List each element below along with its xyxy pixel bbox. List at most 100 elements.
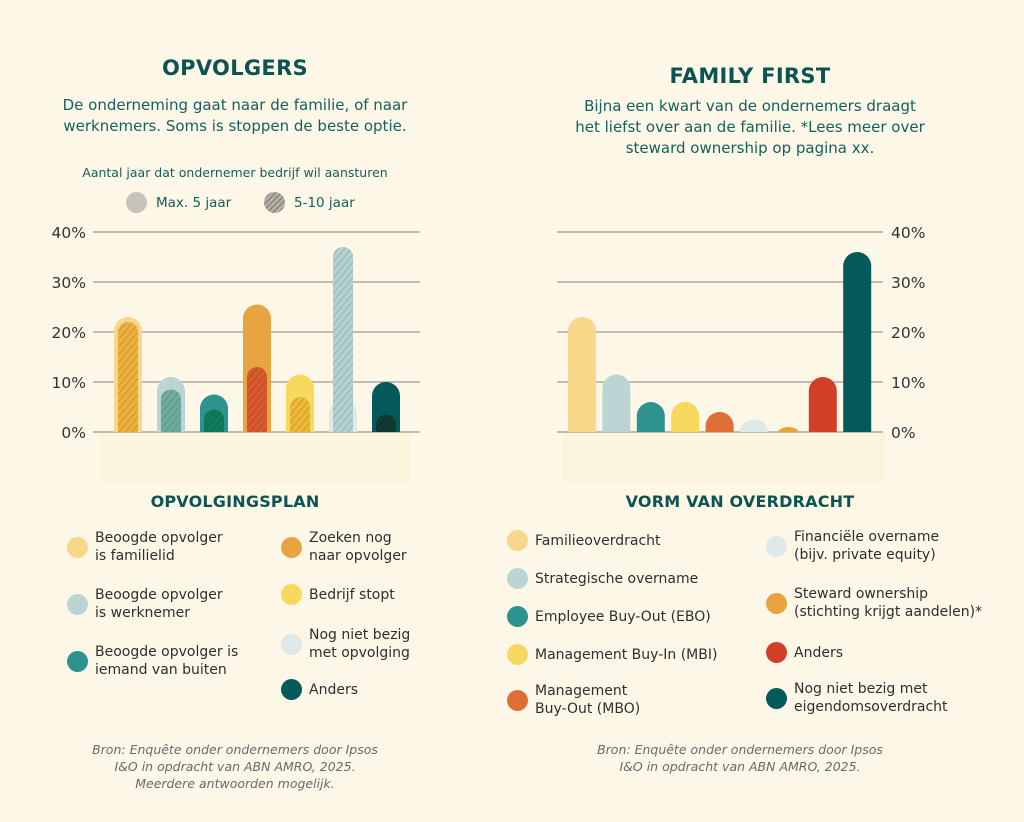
legend-label-line: iemand van buiten (95, 662, 227, 678)
y-tick-label: 10% (891, 374, 925, 392)
source-line: Bron: Enquête onder ondernemers door Ips… (597, 742, 883, 757)
legend-item: Employee Buy-Out (EBO) (507, 606, 711, 627)
legend-item: Management Buy-In (MBI) (507, 644, 717, 665)
right-subtitle-line: steward ownership op pagina xx. (625, 139, 875, 157)
y-tick-label: 20% (891, 324, 925, 342)
legend-label-line: met opvolging (309, 645, 410, 661)
period-label: 5-10 jaar (294, 194, 355, 211)
right-legend-title: VORM VAN OVERDRACHT (625, 492, 855, 511)
source-line: I&O in opdracht van ABN AMRO, 2025. (114, 759, 356, 774)
legend-label-line: Buy-Out (MBO) (535, 701, 641, 717)
legend-label-line: Anders (309, 681, 358, 698)
legend-label: Bedrijf stopt (309, 586, 395, 604)
legend-item: Beoogde opvolger is familielid (67, 529, 223, 565)
bar-5-10-jaar (247, 367, 267, 432)
legend-swatch-icon (507, 689, 528, 711)
right-subtitle: Bijna een kwart van de ondernemers draag… (530, 96, 970, 159)
left-title: OPVOLGERS (162, 56, 308, 80)
legend-label-line: naar opvolger (309, 548, 407, 564)
period-legend-5-10: 5-10 jaar (264, 192, 355, 213)
bar-5-10-jaar (290, 397, 310, 432)
bar (636, 402, 665, 432)
legend-item: Anders (766, 642, 843, 663)
period-label: Max. 5 jaar (156, 194, 232, 211)
bar-group (329, 247, 357, 432)
legend-swatch-icon (67, 593, 88, 615)
period-legend: Max. 5 jaar 5-10 jaar (126, 192, 386, 214)
legend-label-line: Management (535, 683, 628, 699)
bar-group (157, 377, 185, 432)
bar-5-10-jaar (118, 322, 138, 432)
right-title: FAMILY FIRST (669, 64, 831, 88)
legend-swatch-icon (766, 642, 787, 663)
legend-item: Anders (281, 679, 358, 700)
legend-swatch-icon (281, 584, 302, 605)
legend-label-line: Beoogde opvolger (95, 587, 223, 603)
legend-label: Nog niet bezig met opvolging (309, 626, 410, 662)
legend-label-line: (bijv. private equity) (794, 547, 936, 563)
source-line: Meerdere antwoorden mogelijk. (135, 776, 335, 791)
legend-item: Nog niet bezig met opvolging (281, 626, 410, 662)
y-tick-label: 10% (52, 374, 86, 392)
legend-item: Beoogde opvolger is werknemer (67, 586, 223, 622)
legend-label-line: Familieoverdracht (535, 532, 661, 549)
y-tick-label: 40% (891, 224, 925, 242)
legend-label-line: Zoeken nog (309, 530, 392, 546)
legend-label-line: Beoogde opvolger is (95, 644, 239, 660)
legend-item: Steward ownership (stichting krijgt aande… (766, 585, 982, 621)
legend-label: Zoeken nog naar opvolger (309, 529, 407, 565)
right-subtitle-line: Bijna een kwart van de ondernemers draag… (584, 97, 916, 115)
bar (808, 377, 837, 432)
legend-swatch-icon (507, 606, 528, 627)
legend-item: Strategische overname (507, 568, 698, 589)
legend-swatch-icon (766, 687, 787, 709)
legend-label-line: Financiële overname (794, 529, 940, 545)
legend-label: Steward ownership (stichting krijgt aande… (794, 585, 982, 621)
legend-label-line: is werknemer (95, 605, 191, 621)
legend-label: Beoogde opvolger is familielid (95, 529, 223, 565)
left-source: Bron: Enquête onder ondernemers door Ips… (40, 741, 430, 792)
legend-label-line: Employee Buy-Out (EBO) (535, 608, 711, 625)
legend-label: Beoogde opvolger is iemand van buiten (95, 643, 238, 679)
left-subtitle-line: werknemers. Soms is stoppen de beste opt… (63, 117, 407, 135)
legend-item: Beoogde opvolger is iemand van buiten (67, 643, 238, 679)
hatched-swatch-icon (264, 192, 285, 213)
legend-label-line: Management Buy-In (MBI) (535, 646, 718, 663)
legend-label-line: Nog niet bezig (309, 627, 411, 643)
right-subtitle-line: het liefst over aan de familie. *Lees me… (575, 118, 925, 136)
right-source: Bron: Enquête onder ondernemers door Ips… (520, 741, 960, 775)
left-legend-title: OPVOLGINGSPLAN (150, 492, 320, 511)
source-line: Bron: Enquête onder ondernemers door Ips… (92, 742, 378, 757)
solid-swatch-icon (126, 192, 147, 213)
bar (778, 427, 799, 432)
left-subtitle-line: De onderneming gaat naar de familie, of … (62, 96, 408, 114)
bar-group (114, 317, 142, 432)
period-caption: Aantal jaar dat ondernemer bedrijf wil a… (82, 165, 388, 180)
bar (740, 419, 768, 432)
bar (843, 252, 872, 432)
legend-label: Management Buy-Out (MBO) (535, 682, 640, 718)
y-tick-label: 20% (52, 324, 86, 342)
legend-swatch-icon (507, 530, 528, 551)
bar-5-10-jaar (333, 247, 353, 432)
legend-label: Financiële overname (bijv. private equity… (794, 528, 939, 564)
legend-label: Employee Buy-Out (EBO) (535, 608, 711, 626)
bar-5-10-jaar (204, 409, 224, 432)
y-tick-label: 40% (52, 224, 86, 242)
bar-group (200, 394, 228, 432)
legend-swatch-icon (67, 536, 88, 558)
y-tick-label: 0% (891, 424, 916, 442)
y-tick-label: 30% (891, 274, 925, 292)
legend-item: Financiële overname (bijv. private equity… (766, 528, 939, 564)
legend-swatch-icon (67, 650, 88, 672)
legend-label: Management Buy-In (MBI) (535, 646, 717, 664)
legend-label-line: Steward ownership (794, 586, 929, 602)
legend-item: Zoeken nog naar opvolger (281, 529, 407, 565)
legend-swatch-icon (281, 633, 302, 655)
bar (671, 402, 700, 432)
bar-5-10-jaar (376, 414, 396, 432)
legend-label: Anders (794, 644, 843, 662)
bar-group (243, 304, 271, 432)
bar-group (286, 374, 314, 432)
bar-group (372, 382, 400, 432)
